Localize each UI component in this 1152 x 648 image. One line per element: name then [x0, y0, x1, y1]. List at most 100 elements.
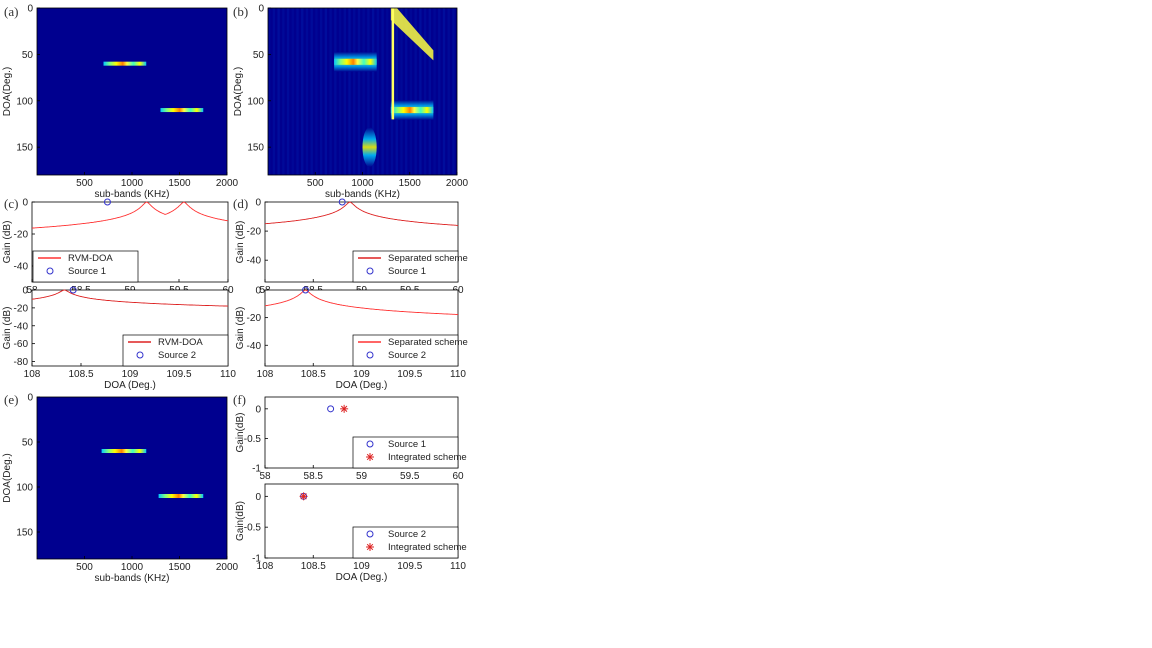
legend-label: Source 1 — [68, 266, 106, 277]
heatmap-texture — [286, 8, 290, 175]
panel-label-f: (f) — [233, 392, 246, 407]
x-tick-label: 1500 — [168, 178, 191, 189]
x-axis-label: sub-bands (KHz) — [94, 573, 169, 584]
y-axis-label: Gain (dB) — [2, 221, 13, 264]
y-tick-label: -60 — [14, 339, 29, 350]
legend-circle — [366, 351, 374, 359]
y-axis-label: Gain(dB) — [235, 412, 246, 452]
heatmap-texture — [296, 8, 299, 175]
y-axis-label: DOA(Deg.) — [2, 453, 13, 502]
x-tick-label: 59 — [356, 471, 368, 482]
source-marker — [327, 405, 335, 413]
legend-label: RVM-DOA — [68, 253, 113, 264]
heatmap-panel-b: 500 1000 1500 2000 0 50 100 150 sub-bands (KHz) D… — [233, 4, 469, 201]
x-tick-label: 108 — [24, 369, 41, 380]
x-tick-label: 110 — [450, 369, 466, 380]
heatmap-background — [37, 397, 227, 559]
y-axis-label: Gain (dB) — [235, 307, 246, 350]
star-marker — [340, 405, 348, 413]
heatmap-texture — [329, 8, 332, 175]
x-tick-label: 108.5 — [68, 369, 93, 380]
y-tick-label: -1 — [252, 464, 261, 475]
heatmap-blob — [362, 127, 377, 168]
heatmap-diagonal — [390, 8, 434, 61]
heatmap-band — [160, 108, 204, 113]
x-tick-label: 110 — [220, 369, 236, 380]
x-axis-label: DOA (Deg.) — [104, 380, 156, 391]
series-line — [31, 289, 228, 307]
legend-circle — [46, 267, 54, 275]
heatmap-texture — [395, 8, 398, 175]
x-tick-label: 2000 — [216, 178, 239, 189]
x-tick-label: 110 — [450, 561, 466, 572]
heatmap-texture — [301, 8, 304, 175]
y-tick-label: 150 — [16, 528, 33, 539]
y-tick-label: 50 — [22, 50, 34, 61]
y-tick-label: 0 — [22, 198, 28, 209]
heatmap-texture — [371, 8, 375, 175]
legend-label: Separated scheme — [388, 253, 468, 264]
x-tick-label: 108.5 — [301, 561, 326, 572]
x-tick-label: 109.5 — [397, 369, 422, 380]
heatmap-texture — [291, 8, 294, 175]
y-axis-label: DOA(Deg.) — [233, 67, 244, 116]
x-tick-label: 109 — [353, 369, 370, 380]
heatmap-texture — [362, 8, 365, 175]
heatmap-texture — [277, 8, 280, 175]
star-marker — [300, 493, 307, 500]
heatmap-texture — [367, 8, 370, 175]
y-tick-label: 100 — [16, 96, 33, 107]
legend-label: Source 2 — [388, 529, 426, 540]
heatmap-texture — [376, 8, 380, 175]
series-line — [31, 201, 229, 229]
x-tick-label: 109.5 — [397, 561, 422, 572]
x-tick-label: 1000 — [121, 562, 144, 573]
x-tick-label: 1500 — [399, 178, 422, 189]
star-marker — [366, 453, 374, 461]
panel-label-d: (d) — [233, 196, 248, 211]
x-tick-label: 109.5 — [166, 369, 191, 380]
heatmap-texture — [405, 8, 408, 175]
x-tick-label: 1500 — [168, 562, 191, 573]
heatmap-texture — [282, 8, 285, 175]
y-tick-label: -40 — [247, 341, 262, 352]
x-tick-label: 60 — [452, 471, 464, 482]
heatmap-band — [103, 61, 147, 66]
heatmap-texture — [400, 8, 403, 175]
heatmap-texture — [310, 8, 313, 175]
panel-label-b: (b) — [233, 4, 248, 19]
heatmap-texture — [315, 8, 318, 175]
heatmap-texture — [381, 8, 384, 175]
y-axis-label: Gain (dB) — [235, 221, 246, 264]
panel-label-c: (c) — [4, 196, 18, 211]
y-tick-label: -0.5 — [244, 523, 262, 534]
x-tick-label: 1000 — [121, 178, 144, 189]
line-panel-f2: 108 108.5 109 109.5 110 0 -0.5 -1 DOA (Deg.) Gain… — [235, 483, 467, 583]
panel-label-a: (a) — [4, 4, 18, 19]
legend-box — [352, 250, 459, 283]
x-tick-label: 1000 — [351, 178, 374, 189]
x-tick-label: 500 — [76, 178, 93, 189]
x-axis-label: sub-bands (KHz) — [94, 189, 169, 200]
y-tick-label: 0 — [255, 404, 261, 415]
heatmap-texture — [334, 8, 337, 175]
x-tick-label: 108 — [257, 561, 274, 572]
heatmap-background — [37, 8, 227, 175]
heatmap-texture — [447, 8, 450, 175]
legend-label: Integrated scheme — [388, 452, 467, 463]
heatmap-band — [334, 58, 377, 65]
x-axis-label: DOA (Deg.) — [336, 380, 388, 391]
heatmap-texture — [386, 8, 389, 175]
x-tick-label: 108.5 — [301, 369, 326, 380]
heatmap-texture — [353, 8, 356, 175]
y-tick-label: 100 — [247, 96, 264, 107]
y-tick-label: -20 — [247, 227, 262, 238]
x-axis-label: sub-bands (KHz) — [325, 189, 400, 200]
y-tick-label: -20 — [247, 313, 262, 324]
heatmap-band — [158, 494, 204, 498]
x-tick-label: 59.5 — [400, 471, 420, 482]
heatmap-texture — [438, 8, 441, 175]
legend-label: Source 2 — [388, 350, 426, 361]
